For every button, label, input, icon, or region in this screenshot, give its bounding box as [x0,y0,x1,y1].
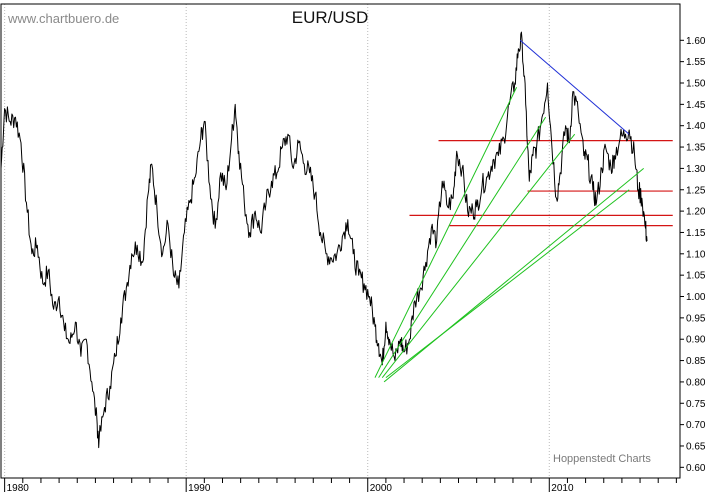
axes: 1980 1990 2000 2010 0.60 0.65 0.70 0.75 0.80 0.85… [0,3,706,494]
y-tick-label: 1.60 [686,36,706,47]
y-tick-label: 0.75 [686,399,706,410]
y-tick-label: 1.10 [686,249,706,260]
x-tick-label: 1990 [188,483,211,492]
x-tick-label: 1980 [7,483,30,492]
downtrend-line [519,39,630,135]
y-tick-label: 0.85 [686,356,706,367]
y-tick-label: 1.50 [686,79,706,90]
y-tick-label: 1.40 [686,121,706,132]
y-tick-label: 0.70 [686,420,706,431]
y-tick-label: 0.65 [686,441,706,452]
y-tick-label: 1.25 [686,185,706,196]
y-tick-label: 1.45 [686,100,706,111]
y-tick-label: 0.60 [686,463,706,474]
y-tick-label: 0.80 [686,377,706,388]
price-line [0,31,648,449]
y-tick-label: 1.15 [686,228,706,239]
y-tick-label: 0.95 [686,313,706,324]
chart-title: EUR/USD [291,8,369,27]
y-tick-label: 1.35 [686,143,706,154]
y-tick-label: 1.00 [686,292,706,303]
fan-line [374,87,518,378]
price-series [0,31,648,449]
x-tick-label: 2010 [551,483,574,492]
reference-lines [409,140,673,227]
gridlines [4,4,550,478]
watermark: www.chartbuero.de [8,11,120,26]
y-tick-label: 1.05 [686,271,706,282]
fan-line [383,168,645,383]
source-credit: Hoppenstedt Charts [553,453,651,465]
fan-line [381,133,576,378]
trendlines [374,39,645,383]
fan-line [378,116,547,378]
y-tick-label: 1.30 [686,164,706,175]
y-tick-label: 0.90 [686,335,706,346]
fan-line [385,189,630,379]
y-tick-label: 1.20 [686,207,706,218]
y-tick-label: 1.55 [686,57,706,68]
x-tick-label: 2000 [370,483,393,492]
plot-frame [0,3,681,479]
